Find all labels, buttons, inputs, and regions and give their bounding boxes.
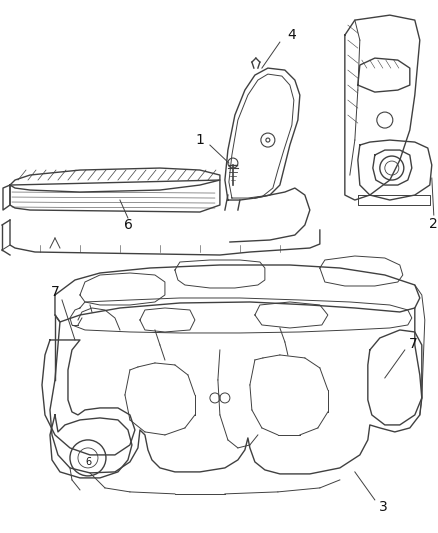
Text: 6: 6 (85, 457, 91, 467)
Text: 2: 2 (429, 217, 438, 231)
Text: 6: 6 (124, 218, 132, 232)
Text: 7: 7 (409, 337, 417, 351)
Text: 3: 3 (378, 500, 387, 514)
Text: 7: 7 (51, 285, 60, 299)
Text: 1: 1 (195, 133, 205, 147)
Text: 4: 4 (287, 28, 296, 42)
